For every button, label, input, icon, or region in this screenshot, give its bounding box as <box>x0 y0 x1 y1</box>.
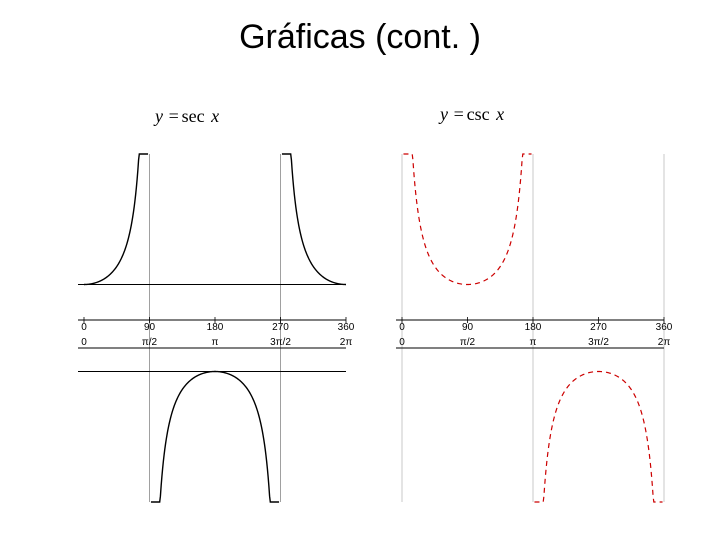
fn-name: csc <box>467 104 490 124</box>
svg-text:2π: 2π <box>658 337 671 348</box>
y-var: y <box>155 106 163 126</box>
equals: = <box>448 104 465 124</box>
csc-function-label: y =csc x <box>440 104 504 125</box>
x-var: x <box>492 104 505 124</box>
x-var: x <box>207 106 220 126</box>
svg-text:π/2: π/2 <box>460 337 476 348</box>
y-var: y <box>440 104 448 124</box>
svg-text:180: 180 <box>207 322 224 333</box>
svg-text:270: 270 <box>272 322 289 333</box>
sec-chart: 0 0 90 π/2 180 π 270 3π/2 360 2π <box>66 148 356 508</box>
equals: = <box>163 106 180 126</box>
svg-text:90: 90 <box>462 322 474 333</box>
svg-text:90: 90 <box>144 322 156 333</box>
page-title: Gráficas (cont. ) <box>0 0 720 57</box>
svg-text:π: π <box>212 337 219 348</box>
svg-text:π: π <box>530 337 537 348</box>
svg-text:0: 0 <box>399 322 405 333</box>
svg-text:2π: 2π <box>340 337 353 348</box>
svg-text:270: 270 <box>590 322 607 333</box>
svg-text:360: 360 <box>338 322 355 333</box>
sec-svg: 0 0 90 π/2 180 π 270 3π/2 360 2π <box>66 148 356 508</box>
svg-text:180: 180 <box>525 322 542 333</box>
sec-function-label: y =sec x <box>155 106 219 127</box>
svg-text:0: 0 <box>81 322 87 333</box>
svg-text:3π/2: 3π/2 <box>588 337 609 348</box>
charts-container: 0 0 90 π/2 180 π 270 3π/2 360 2π 0 0 90 π/2 180 π 270 3π… <box>66 148 674 508</box>
fn-name: sec <box>182 106 205 126</box>
csc-chart: 0 0 90 π/2 180 π 270 3π/2 360 2π <box>384 148 674 508</box>
svg-text:0: 0 <box>399 337 405 348</box>
svg-text:π/2: π/2 <box>142 337 158 348</box>
svg-text:3π/2: 3π/2 <box>270 337 291 348</box>
csc-svg: 0 0 90 π/2 180 π 270 3π/2 360 2π <box>384 148 674 508</box>
svg-text:0: 0 <box>81 337 87 348</box>
svg-text:360: 360 <box>656 322 673 333</box>
